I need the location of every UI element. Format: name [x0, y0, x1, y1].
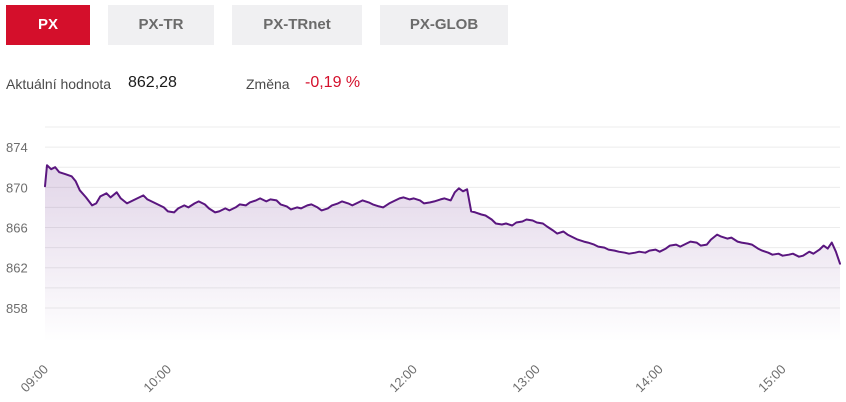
index-tabs: PX PX-TR PX-TRnet PX-GLOB — [6, 5, 526, 45]
y-tick-label: 866 — [6, 221, 28, 236]
y-tick-label: 870 — [6, 180, 28, 195]
y-tick-label: 874 — [6, 140, 28, 155]
x-tick-label: 15:00 — [755, 362, 789, 396]
x-tick-label: 13:00 — [509, 362, 543, 396]
current-value-label: Aktuální hodnota — [6, 76, 112, 92]
x-tick-label: 09:00 — [18, 362, 52, 396]
change-value: -0,19 % — [305, 74, 361, 91]
tab-px-glob[interactable]: PX-GLOB — [380, 5, 508, 45]
change-label: Změna — [246, 76, 290, 92]
tab-px[interactable]: PX — [6, 5, 90, 45]
index-chart[interactable]: 874 870 866 862 858 09:00 10:00 12:00 13:00 14:00… — [0, 120, 846, 402]
tab-px-trnet[interactable]: PX-TRnet — [232, 5, 362, 45]
series-line — [44, 164, 841, 265]
x-tick-label: 10:00 — [140, 362, 174, 396]
series-area — [45, 165, 840, 342]
x-tick-label: 14:00 — [632, 362, 666, 396]
current-value: 862,28 — [128, 74, 177, 91]
y-tick-label: 858 — [6, 301, 28, 316]
x-tick-label: 12:00 — [386, 362, 420, 396]
tab-px-tr[interactable]: PX-TR — [108, 5, 214, 45]
y-tick-label: 862 — [6, 261, 28, 276]
index-summary: Aktuální hodnota 862,28 Změna -0,19 % — [0, 74, 846, 96]
